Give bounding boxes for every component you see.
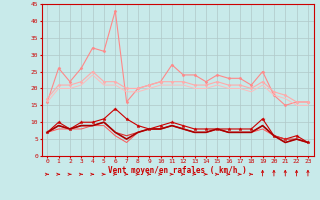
X-axis label: Vent moyen/en rafales ( km/h ): Vent moyen/en rafales ( km/h )	[108, 166, 247, 175]
